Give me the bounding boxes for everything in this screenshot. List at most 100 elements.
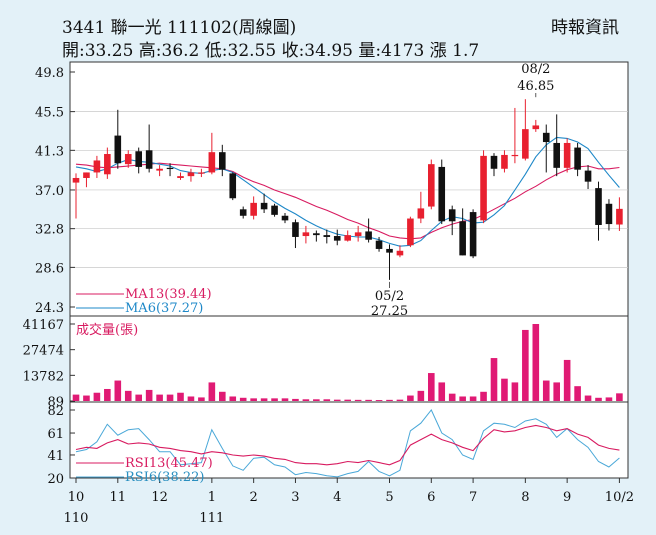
candle-body bbox=[292, 222, 299, 237]
ma13-line bbox=[75, 162, 620, 240]
candle bbox=[595, 181, 602, 241]
candle-body bbox=[459, 221, 466, 256]
candle-body bbox=[490, 155, 498, 169]
candle-body bbox=[574, 147, 581, 170]
volume-bar bbox=[501, 378, 508, 401]
volume-bar bbox=[292, 398, 299, 401]
candle-body bbox=[522, 129, 529, 159]
volume-bar bbox=[386, 399, 393, 401]
candle bbox=[260, 193, 268, 213]
candle bbox=[532, 119, 540, 132]
candle bbox=[344, 230, 351, 242]
volume-bar bbox=[574, 386, 581, 401]
volume-bar bbox=[417, 390, 425, 401]
price-tick-label: 45.5 bbox=[35, 106, 64, 121]
candle-body bbox=[605, 203, 613, 225]
volume-axis: 41167 27474 13782 89 bbox=[23, 318, 75, 410]
candle bbox=[93, 155, 101, 178]
volume-bar bbox=[407, 395, 414, 401]
candle bbox=[333, 229, 341, 246]
price-annotations: 08/2 46.85 05/227.25 bbox=[371, 62, 555, 319]
volume-bar bbox=[177, 392, 184, 401]
candle-body bbox=[501, 154, 508, 169]
candle-body bbox=[250, 202, 257, 216]
volume-bar bbox=[605, 397, 613, 401]
candle-body bbox=[271, 205, 278, 215]
candle bbox=[407, 216, 414, 248]
volume-bar bbox=[313, 399, 320, 401]
volume-bar bbox=[448, 393, 456, 401]
candle-body bbox=[219, 152, 226, 170]
candle bbox=[145, 124, 153, 173]
candle bbox=[563, 138, 571, 173]
price-tick-label: 32.8 bbox=[35, 223, 64, 238]
candle-body bbox=[302, 232, 310, 237]
candle bbox=[135, 147, 142, 174]
volume-bar bbox=[469, 396, 477, 401]
candle-body bbox=[124, 154, 132, 165]
candle bbox=[469, 209, 477, 259]
candle-body bbox=[448, 209, 456, 222]
candle-body bbox=[260, 202, 268, 210]
volume-bar bbox=[135, 394, 142, 401]
candle-body bbox=[156, 168, 163, 171]
candle-body bbox=[344, 235, 351, 241]
x-tick-label: 4 bbox=[333, 490, 341, 505]
candle bbox=[104, 147, 111, 179]
candle-body bbox=[198, 172, 205, 174]
candle-body bbox=[187, 172, 195, 177]
volume-bar bbox=[616, 393, 623, 401]
x-tick-label: 2 bbox=[250, 490, 258, 505]
candle bbox=[302, 225, 310, 244]
x-tick-label: 1 bbox=[208, 490, 216, 505]
volume-bar bbox=[281, 398, 289, 401]
candle bbox=[459, 208, 466, 256]
candle-body bbox=[595, 188, 602, 225]
volume-bar bbox=[208, 382, 216, 401]
x-tick-label: 5 bbox=[385, 490, 393, 505]
candle bbox=[490, 153, 498, 177]
candle-body bbox=[239, 209, 247, 216]
candle bbox=[281, 213, 289, 224]
x-tick-label: 11 bbox=[110, 490, 127, 505]
source-label: 時報資訊 bbox=[551, 18, 619, 38]
candle-body bbox=[313, 233, 320, 236]
volume-tick-label: 41167 bbox=[23, 318, 64, 333]
candle bbox=[271, 203, 278, 217]
candle bbox=[239, 206, 247, 219]
high-annotation-date: 08/2 bbox=[521, 62, 550, 77]
candle bbox=[375, 236, 383, 252]
candle bbox=[187, 168, 195, 182]
candle bbox=[428, 159, 435, 210]
rsi-tick-label: 61 bbox=[47, 427, 64, 442]
volume-tick-label: 27474 bbox=[23, 344, 64, 359]
candle bbox=[219, 144, 226, 177]
volume-bar bbox=[114, 380, 122, 401]
volume-bar bbox=[522, 329, 529, 401]
ma13-legend-label: MA13(39.44) bbox=[125, 287, 212, 302]
volume-bar bbox=[333, 399, 341, 401]
volume-bar bbox=[72, 394, 80, 401]
volume-bar bbox=[219, 391, 226, 401]
x-tick-label: 10 bbox=[68, 490, 85, 505]
rsi6-line bbox=[75, 409, 620, 478]
x-year-label: 110 bbox=[64, 511, 89, 526]
candle bbox=[396, 245, 404, 258]
candle bbox=[584, 165, 592, 190]
price-axis: 49.8 45.5 41.3 37.0 32.8 28.6 24.3 bbox=[35, 66, 75, 316]
candle-body bbox=[480, 155, 487, 221]
candle-body bbox=[563, 142, 571, 168]
volume-bar bbox=[323, 399, 331, 401]
volume-tick-label: 89 bbox=[47, 395, 64, 410]
low-annotation-date: 05/2 bbox=[375, 289, 404, 304]
price-summary: 開:33.25 高:36.2 低:32.55 收:34.95 量:4173 漲 … bbox=[62, 41, 479, 61]
plot-frame bbox=[69, 61, 629, 479]
volume-bar bbox=[428, 373, 435, 401]
candle-body bbox=[333, 236, 341, 241]
price-tick-label: 49.8 bbox=[35, 66, 64, 81]
volume-bars bbox=[72, 324, 623, 401]
price-gridlines bbox=[70, 111, 628, 268]
candle-body bbox=[386, 248, 393, 253]
